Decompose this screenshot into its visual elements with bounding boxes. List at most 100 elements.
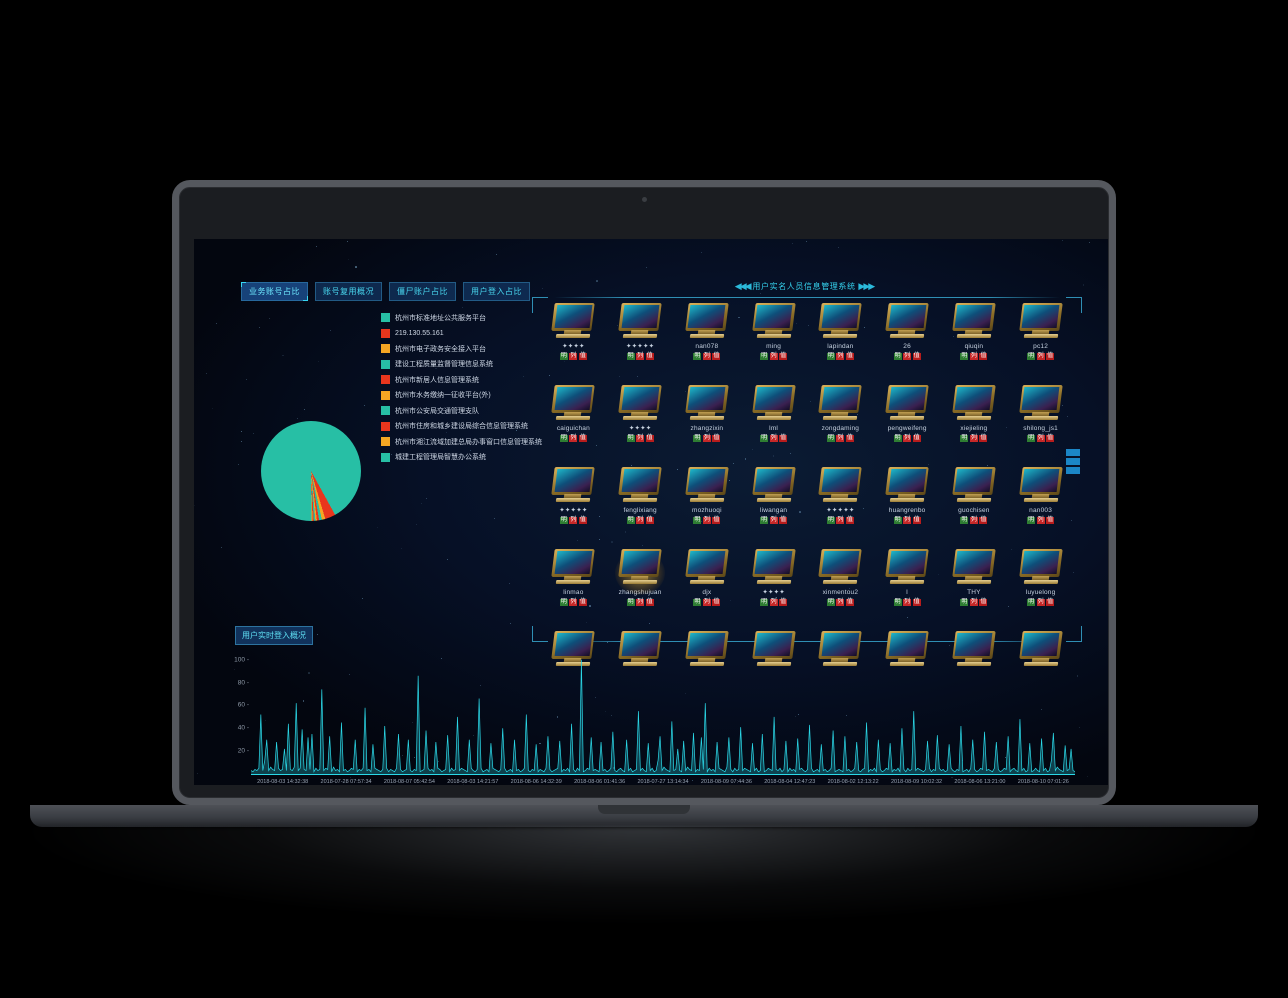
monitor-icon [618, 303, 662, 341]
legend-item[interactable]: 杭州市水务缴纳一征收平台(外) [381, 389, 542, 402]
pie-legend: 杭州市标准地址公共服务平台 219.130.55.161 杭州市电子政务安全接入平台… [381, 311, 542, 466]
legend-label: 杭州市电子政务安全接入平台 [395, 345, 486, 353]
computer-item[interactable]: qiuqin 明列值 [941, 303, 1008, 385]
status-badge-2: 列 [769, 434, 778, 442]
status-badge-3: 值 [578, 598, 587, 606]
monitor-icon [1018, 549, 1063, 587]
status-badge-1: 明 [960, 434, 969, 442]
status-badge-2: 列 [636, 598, 645, 606]
computer-item[interactable]: zhangzixin 明列值 [674, 385, 741, 467]
computer-item[interactable]: zongdaming 明列值 [807, 385, 874, 467]
computer-status-tags: 明列值 [559, 352, 587, 360]
status-badge-3: 值 [845, 434, 854, 442]
computer-item[interactable]: ✦✦✦✦ 明列值 [740, 549, 807, 631]
status-badge-2: 列 [836, 434, 845, 442]
legend-item[interactable]: 杭州市湘江流域加建总局办事窗口信息管理系统 [381, 435, 542, 448]
computer-username: ✦✦✦✦✦ [559, 507, 588, 514]
computer-item[interactable]: guochisen 明列值 [941, 467, 1008, 549]
computer-status-tags: 明列值 [626, 516, 654, 524]
tab-label: 账号复用概况 [323, 287, 374, 296]
status-badge-1: 明 [559, 516, 568, 524]
computer-item[interactable]: xiejieling 明列值 [941, 385, 1008, 467]
computer-item[interactable]: lml 明列值 [740, 385, 807, 467]
computer-item[interactable]: lapindan 明列值 [807, 303, 874, 385]
computer-status-tags: 明列值 [1027, 434, 1055, 442]
side-indicator[interactable] [1066, 449, 1080, 476]
computer-status-tags: 明列值 [960, 352, 988, 360]
computer-item[interactable]: THY 明列值 [941, 549, 1008, 631]
status-badge-3: 值 [645, 434, 654, 442]
tab-label: 业务账号占比 [249, 287, 300, 296]
computer-item[interactable]: huangrenbo 明列值 [874, 467, 941, 549]
computer-item[interactable]: djx 明列值 [674, 549, 741, 631]
computer-item[interactable]: linmao 明列值 [540, 549, 607, 631]
legend-item[interactable]: 建设工程质量监督管理信息系统 [381, 358, 542, 371]
tab-0[interactable]: 业务账号占比 [241, 282, 308, 301]
legend-item[interactable]: 219.130.55.161 [381, 327, 542, 340]
computer-item[interactable]: xinmentou2 明列值 [807, 549, 874, 631]
computer-item[interactable]: 26 明列值 [874, 303, 941, 385]
legend-item[interactable]: 杭州市公安局交通管理支队 [381, 404, 542, 417]
status-badge-2: 列 [569, 516, 578, 524]
status-badge-3: 值 [912, 434, 921, 442]
computer-item[interactable]: liwangan 明列值 [740, 467, 807, 549]
legend-item[interactable]: 杭州市住房和城乡建设局综合信息管理系统 [381, 420, 542, 433]
status-badge-1: 明 [1027, 434, 1036, 442]
computer-username: lml [769, 425, 779, 432]
chart-plot-area [250, 654, 1076, 774]
computer-item[interactable]: ✦✦✦✦ 明列值 [540, 303, 607, 385]
status-badge-1: 明 [760, 352, 769, 360]
tab-3[interactable]: 用户登入占比 [463, 282, 530, 301]
computer-item[interactable]: nan003 明列值 [1007, 467, 1074, 549]
status-badge-3: 值 [912, 352, 921, 360]
status-badge-2: 列 [769, 352, 778, 360]
computer-item[interactable]: fenglixiang 明列值 [607, 467, 674, 549]
computer-status-tags: 明列值 [559, 598, 587, 606]
computer-username: caiguichan [556, 425, 590, 432]
tab-2[interactable]: 僵尸账户占比 [389, 282, 456, 301]
status-badge-1: 明 [559, 352, 568, 360]
computer-item[interactable]: mozhuoqi 明列值 [674, 467, 741, 549]
computer-status-tags: 明列值 [1027, 598, 1055, 606]
monitor-icon [685, 467, 729, 505]
status-badge-1: 明 [693, 352, 702, 360]
computer-item[interactable]: ming 明列值 [740, 303, 807, 385]
legend-item[interactable]: 杭州市新居人信息管理系统 [381, 373, 542, 386]
status-badge-2: 列 [969, 516, 978, 524]
tab-1[interactable]: 账号复用概况 [315, 282, 382, 301]
status-badge-1: 明 [1027, 352, 1036, 360]
status-badge-3: 值 [779, 352, 788, 360]
computer-item[interactable]: ✦✦✦✦ 明列值 [607, 385, 674, 467]
monitor-icon [751, 303, 796, 341]
legend-item[interactable]: 城建工程管理局智慧办公系统 [381, 451, 542, 464]
status-badge-2: 列 [903, 352, 912, 360]
laptop-base-notch [598, 805, 690, 814]
computer-item[interactable]: zhangshujuan 明列值 [607, 549, 674, 631]
computer-item[interactable]: caiguichan 明列值 [540, 385, 607, 467]
legend-item[interactable]: 杭州市电子政务安全接入平台 [381, 342, 542, 355]
status-badge-1: 明 [893, 516, 902, 524]
computer-item[interactable]: ✦✦✦✦✦ 明列值 [540, 467, 607, 549]
legend-label: 杭州市湘江流域加建总局办事窗口信息管理系统 [395, 438, 542, 446]
computer-grid: ✦✦✦✦ 明列值 ✦✦✦✦✦ 明列值 nan078 明列值 ming 明列值 lapindan 明… [540, 303, 1074, 713]
status-badge-2: 列 [636, 516, 645, 524]
status-badge-1: 明 [626, 434, 635, 442]
computer-item[interactable]: ✦✦✦✦✦ 明列值 [807, 467, 874, 549]
computer-item[interactable]: shilong_js1 明列值 [1007, 385, 1074, 467]
computer-status-tags: 明列值 [826, 434, 854, 442]
computer-status-tags: 明列值 [760, 516, 788, 524]
computer-item[interactable]: ✦✦✦✦✦ 明列值 [607, 303, 674, 385]
monitor-icon [751, 467, 796, 505]
computer-username: l [906, 589, 908, 596]
computer-username: ✦✦✦✦ [628, 425, 652, 432]
status-badge-3: 值 [712, 352, 721, 360]
x-tick-label: 2018-08-03 14:21:57 [447, 778, 499, 785]
computer-item[interactable]: luyuelong 明列值 [1007, 549, 1074, 631]
computer-item[interactable]: pc12 明列值 [1007, 303, 1074, 385]
computer-item[interactable]: pengweifeng 明列值 [874, 385, 941, 467]
computer-item[interactable]: nan078 明列值 [674, 303, 741, 385]
monitor-icon [952, 385, 996, 423]
computer-username: mozhuoqi [691, 507, 722, 514]
legend-item[interactable]: 杭州市标准地址公共服务平台 [381, 311, 542, 324]
